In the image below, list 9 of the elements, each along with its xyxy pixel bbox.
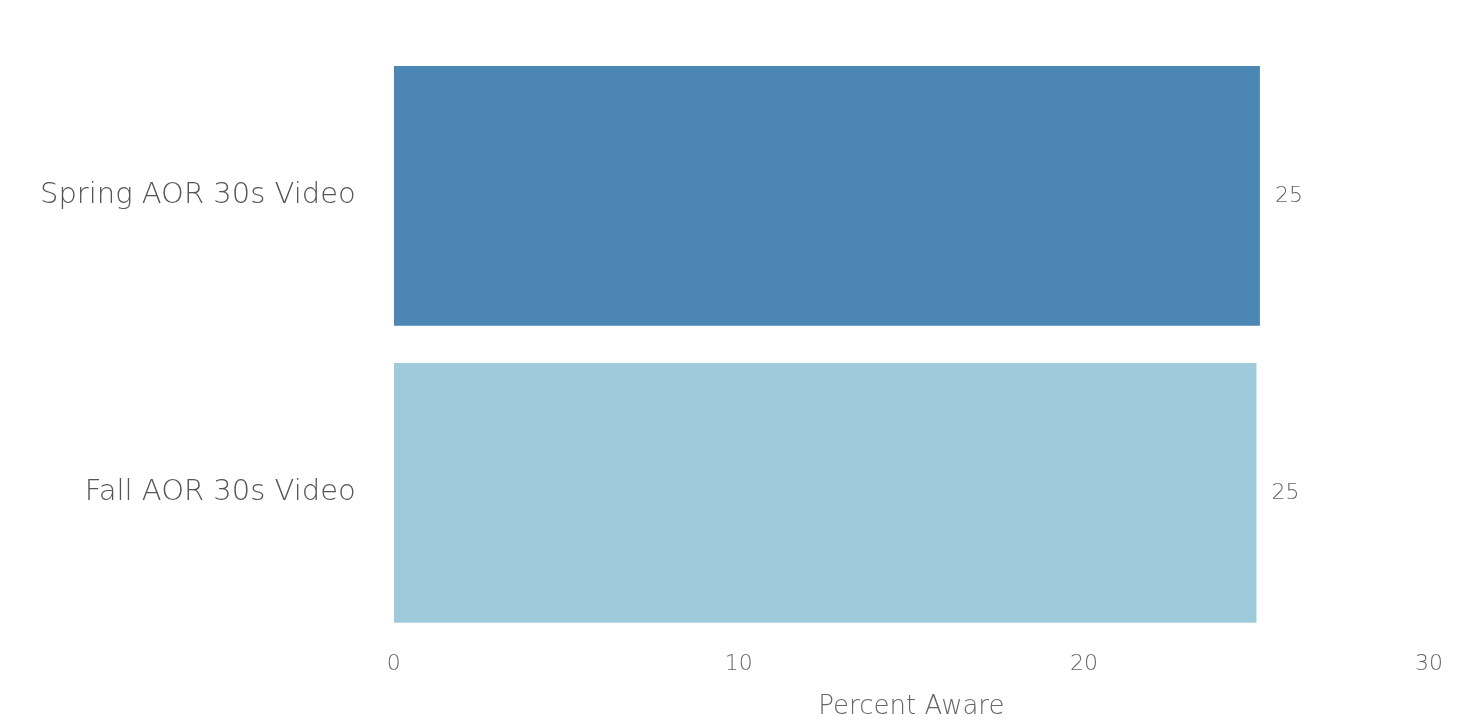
data-label: 25 [1271,478,1300,504]
x-axis-title: Percent Aware [818,690,1005,721]
data-label: 25 [1274,181,1303,207]
x-tick-label: 10 [724,650,753,676]
x-tick-label: 30 [1415,650,1443,676]
y-tick-label: Spring AOR 30s Video [39,176,356,211]
y-tick-label: Fall AOR 30s Video [84,473,356,508]
x-tick-label: 0 [386,650,401,676]
x-tick-label: 20 [1069,650,1098,676]
